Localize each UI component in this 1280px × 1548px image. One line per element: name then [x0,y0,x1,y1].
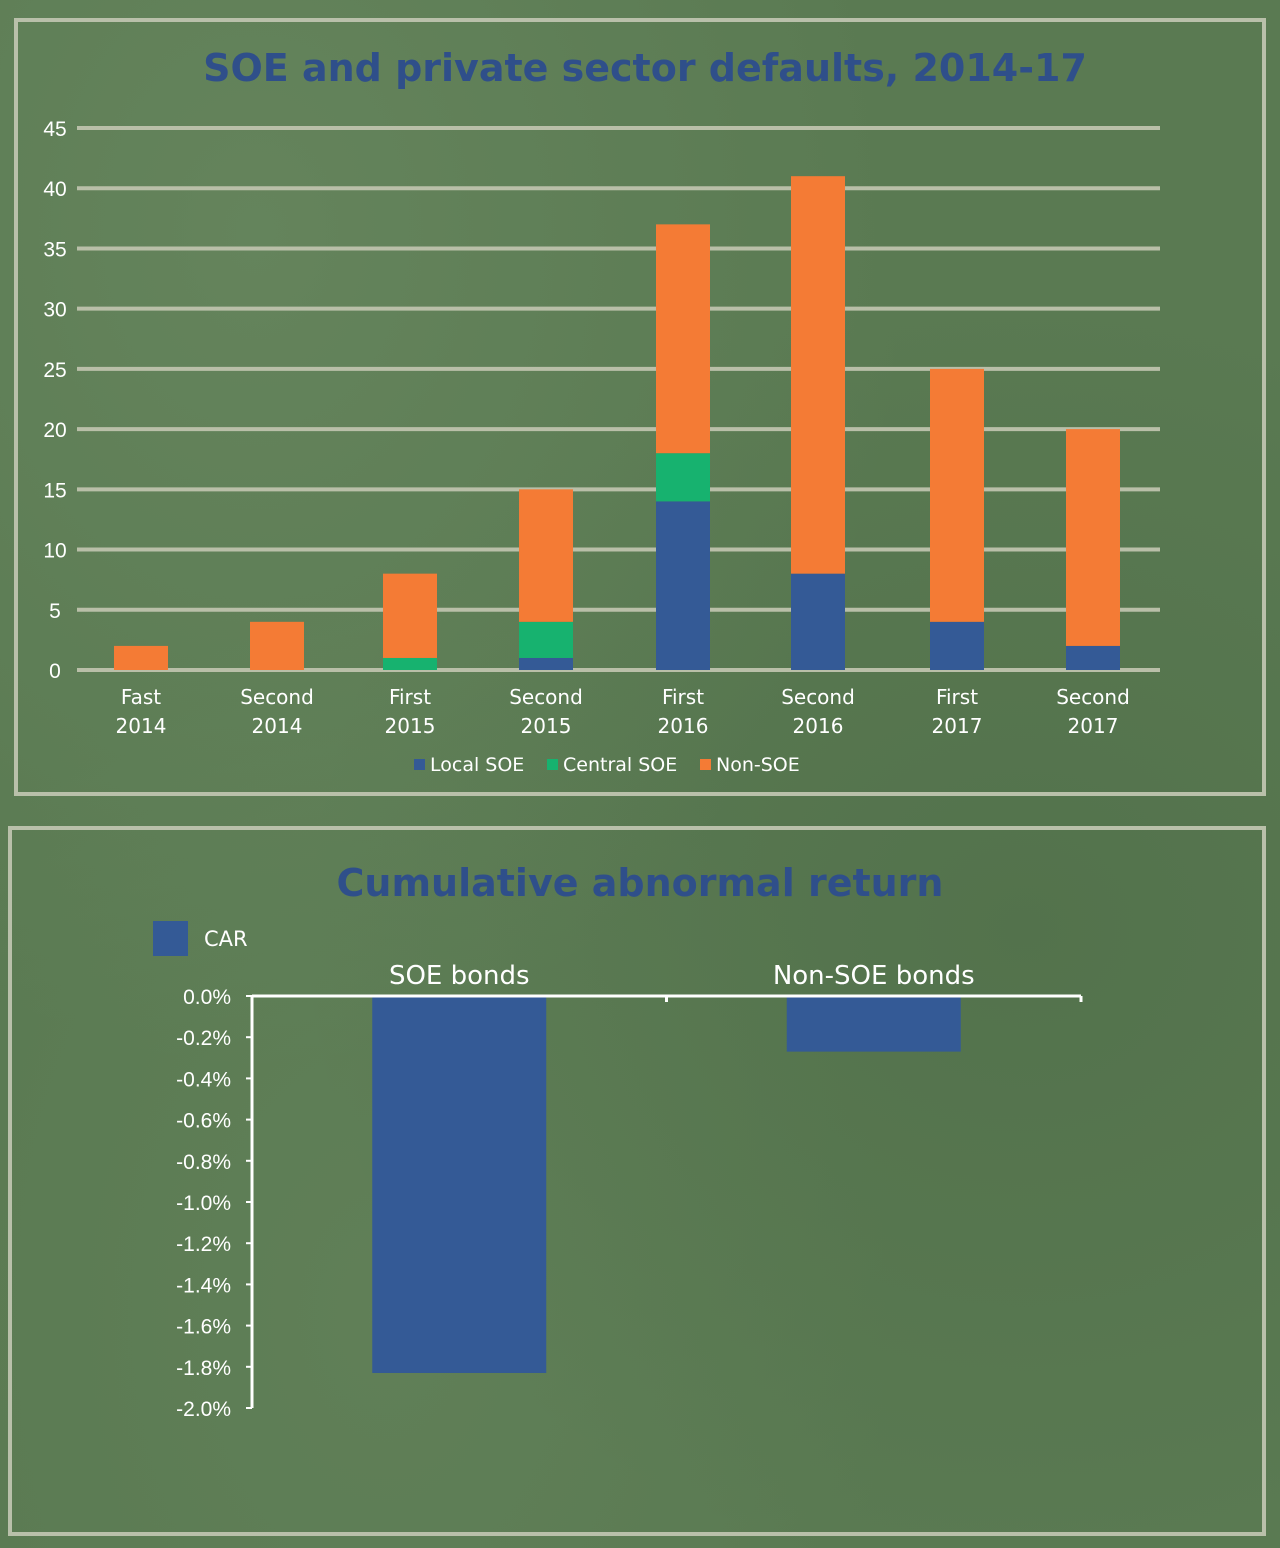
legend-swatch [153,921,188,956]
y-tick-label: 0 [49,660,61,683]
legend-label: CAR [204,927,248,951]
bar-local-soe [519,657,573,670]
legend-swatch [700,759,711,770]
category-label: 2015 [385,714,436,738]
y-tick-label: -2.0% [176,1398,231,1421]
bar-central-soe [383,657,437,670]
bar-car [372,996,547,1373]
category-label: First [389,685,431,709]
bar-non-soe [930,368,984,622]
bar-local-soe [791,573,845,670]
bar-central-soe [519,621,573,658]
category-label: 2015 [521,714,572,738]
category-label: 2017 [1068,714,1119,738]
y-tick-label: 45 [43,118,66,141]
legend-label: Local SOE [430,754,524,776]
legend-swatch [414,759,425,770]
bar-non-soe [656,224,710,454]
chart-title: SOE and private sector defaults, 2014-17 [203,46,1087,90]
defaults-chart-panel [14,18,1266,796]
legend-swatch [547,759,558,770]
category-label: 2014 [116,714,167,738]
bar-central-soe [656,453,710,502]
bar-non-soe [383,573,437,658]
y-tick-label: -1.2% [176,1233,231,1256]
y-tick-label: -0.6% [176,1110,231,1133]
legend-label: Non-SOE [716,754,800,776]
category-label: Second [1056,685,1130,709]
y-tick-label: -1.4% [176,1274,231,1297]
category-label: Second [240,685,314,709]
category-label: Second [781,685,855,709]
category-label: 2016 [793,714,844,738]
category-label: First [936,685,978,709]
y-tick-label: 30 [43,299,66,322]
bar-non-soe [114,645,168,670]
chart-title: Cumulative abnormal return [337,861,944,905]
y-tick-label: 10 [43,540,66,563]
bar-local-soe [1066,645,1120,670]
category-label: First [662,685,704,709]
category-label: 2014 [252,714,303,738]
bar-non-soe [1066,429,1120,646]
y-tick-label: -1.8% [176,1357,231,1380]
bar-local-soe [656,501,710,670]
category-label: Second [509,685,583,709]
bar-car [786,996,961,1052]
car-chart-panel [8,826,1266,1536]
y-tick-label: 20 [43,419,66,442]
y-tick-label: 40 [43,178,66,201]
category-label: 2017 [932,714,983,738]
category-label: Non-SOE bonds [773,961,975,991]
category-label: 2016 [658,714,709,738]
y-tick-label: -1.6% [176,1316,231,1339]
bar-non-soe [519,489,573,622]
y-tick-label: -0.2% [176,1027,231,1050]
y-tick-label: 25 [43,359,66,382]
y-tick-label: 15 [43,479,66,502]
y-tick-label: -1.0% [176,1192,231,1215]
category-label: Fast [121,685,161,709]
legend-label: Central SOE [563,754,677,776]
bar-non-soe [791,176,845,574]
category-label: SOE bonds [389,961,530,991]
y-tick-label: 5 [49,600,61,623]
y-tick-label: -0.8% [176,1151,231,1174]
bar-local-soe [930,621,984,670]
bar-non-soe [250,621,304,670]
y-tick-label: -0.4% [176,1068,231,1091]
defaults-chart: SOE and private sector defaults, 2014-17… [43,46,1160,776]
y-tick-label: 35 [43,238,66,261]
y-tick-label: 0.0% [183,986,231,1009]
